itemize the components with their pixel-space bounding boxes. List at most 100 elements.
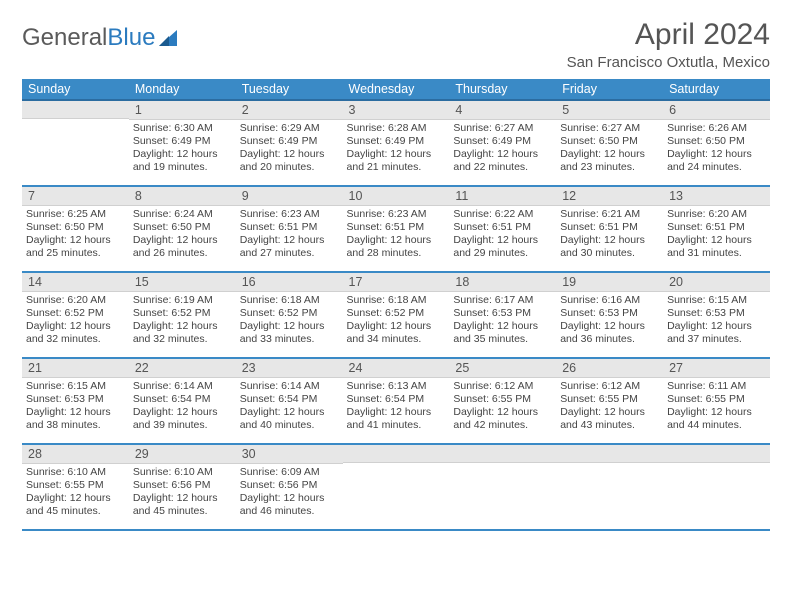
day-number: 14 xyxy=(22,273,129,292)
day-line: Sunrise: 6:23 AM xyxy=(240,208,339,221)
calendar-week-row: 28Sunrise: 6:10 AMSunset: 6:55 PMDayligh… xyxy=(22,444,770,530)
day-line: and 20 minutes. xyxy=(240,161,339,174)
day-line: Daylight: 12 hours xyxy=(667,406,766,419)
day-line: Daylight: 12 hours xyxy=(133,492,232,505)
day-number: 13 xyxy=(663,187,770,206)
day-line: Sunset: 6:50 PM xyxy=(26,221,125,234)
day-line: Sunset: 6:56 PM xyxy=(240,479,339,492)
day-line: and 38 minutes. xyxy=(26,419,125,432)
day-content: Sunrise: 6:21 AMSunset: 6:51 PMDaylight:… xyxy=(556,206,663,265)
title-block: April 2024 San Francisco Oxtutla, Mexico xyxy=(567,18,770,71)
day-line: Sunrise: 6:10 AM xyxy=(133,466,232,479)
day-number: 11 xyxy=(449,187,556,206)
dow-header: Monday xyxy=(129,79,236,100)
day-line: Sunrise: 6:28 AM xyxy=(347,122,446,135)
day-line: and 35 minutes. xyxy=(453,333,552,346)
day-content: Sunrise: 6:14 AMSunset: 6:54 PMDaylight:… xyxy=(129,378,236,437)
day-line: and 37 minutes. xyxy=(667,333,766,346)
day-line: Daylight: 12 hours xyxy=(133,406,232,419)
day-line: Daylight: 12 hours xyxy=(240,234,339,247)
day-number: 26 xyxy=(556,359,663,378)
day-content: Sunrise: 6:13 AMSunset: 6:54 PMDaylight:… xyxy=(343,378,450,437)
day-content: Sunrise: 6:18 AMSunset: 6:52 PMDaylight:… xyxy=(343,292,450,351)
day-line: Sunset: 6:54 PM xyxy=(240,393,339,406)
day-content: Sunrise: 6:19 AMSunset: 6:52 PMDaylight:… xyxy=(129,292,236,351)
day-line: Sunrise: 6:11 AM xyxy=(667,380,766,393)
day-number: 9 xyxy=(236,187,343,206)
day-line: and 45 minutes. xyxy=(26,505,125,518)
day-number: 28 xyxy=(22,445,129,464)
day-line: Sunrise: 6:16 AM xyxy=(560,294,659,307)
day-line: Daylight: 12 hours xyxy=(133,234,232,247)
day-line: and 23 minutes. xyxy=(560,161,659,174)
day-number: 8 xyxy=(129,187,236,206)
day-line: and 40 minutes. xyxy=(240,419,339,432)
logo-sail-icon xyxy=(157,28,179,48)
day-line: and 43 minutes. xyxy=(560,419,659,432)
calendar-day-cell: 7Sunrise: 6:25 AMSunset: 6:50 PMDaylight… xyxy=(22,186,129,272)
day-number: 25 xyxy=(449,359,556,378)
calendar-day-cell: 23Sunrise: 6:14 AMSunset: 6:54 PMDayligh… xyxy=(236,358,343,444)
calendar-day-cell xyxy=(449,444,556,530)
day-line: Sunset: 6:50 PM xyxy=(133,221,232,234)
logo: GeneralBlue xyxy=(22,18,179,52)
dow-header: Thursday xyxy=(449,79,556,100)
day-line: Daylight: 12 hours xyxy=(560,148,659,161)
day-line: Daylight: 12 hours xyxy=(347,148,446,161)
day-content: Sunrise: 6:23 AMSunset: 6:51 PMDaylight:… xyxy=(236,206,343,265)
day-line: Sunset: 6:53 PM xyxy=(560,307,659,320)
day-line: Daylight: 12 hours xyxy=(667,320,766,333)
day-number: 23 xyxy=(236,359,343,378)
day-line: Sunset: 6:52 PM xyxy=(133,307,232,320)
day-line: Daylight: 12 hours xyxy=(347,406,446,419)
calendar-week-row: 7Sunrise: 6:25 AMSunset: 6:50 PMDaylight… xyxy=(22,186,770,272)
day-line: Sunset: 6:51 PM xyxy=(667,221,766,234)
day-line: and 45 minutes. xyxy=(133,505,232,518)
day-line: Sunrise: 6:09 AM xyxy=(240,466,339,479)
day-number: 6 xyxy=(663,101,770,120)
calendar-day-cell: 9Sunrise: 6:23 AMSunset: 6:51 PMDaylight… xyxy=(236,186,343,272)
header: GeneralBlue April 2024 San Francisco Oxt… xyxy=(22,18,770,71)
calendar-table: Sunday Monday Tuesday Wednesday Thursday… xyxy=(22,79,770,531)
calendar-day-cell xyxy=(663,444,770,530)
day-content: Sunrise: 6:12 AMSunset: 6:55 PMDaylight:… xyxy=(449,378,556,437)
day-line: Sunrise: 6:25 AM xyxy=(26,208,125,221)
day-line: Sunset: 6:51 PM xyxy=(453,221,552,234)
day-line: and 28 minutes. xyxy=(347,247,446,260)
calendar-day-cell: 1Sunrise: 6:30 AMSunset: 6:49 PMDaylight… xyxy=(129,100,236,186)
calendar-day-cell xyxy=(343,444,450,530)
day-content: Sunrise: 6:26 AMSunset: 6:50 PMDaylight:… xyxy=(663,120,770,179)
day-number: 12 xyxy=(556,187,663,206)
day-line: and 25 minutes. xyxy=(26,247,125,260)
day-content: Sunrise: 6:15 AMSunset: 6:53 PMDaylight:… xyxy=(663,292,770,351)
calendar-day-cell: 28Sunrise: 6:10 AMSunset: 6:55 PMDayligh… xyxy=(22,444,129,530)
day-line: Sunset: 6:54 PM xyxy=(133,393,232,406)
day-number: 24 xyxy=(343,359,450,378)
day-content: Sunrise: 6:16 AMSunset: 6:53 PMDaylight:… xyxy=(556,292,663,351)
day-line: Sunrise: 6:19 AM xyxy=(133,294,232,307)
day-line: and 29 minutes. xyxy=(453,247,552,260)
logo-text-1: General xyxy=(22,24,107,52)
day-number: 15 xyxy=(129,273,236,292)
day-line: Sunrise: 6:12 AM xyxy=(453,380,552,393)
calendar-day-cell xyxy=(556,444,663,530)
calendar-header-row: Sunday Monday Tuesday Wednesday Thursday… xyxy=(22,79,770,100)
day-line: Sunset: 6:49 PM xyxy=(347,135,446,148)
day-line: Sunset: 6:51 PM xyxy=(240,221,339,234)
calendar-day-cell: 2Sunrise: 6:29 AMSunset: 6:49 PMDaylight… xyxy=(236,100,343,186)
day-line: and 21 minutes. xyxy=(347,161,446,174)
day-content: Sunrise: 6:27 AMSunset: 6:50 PMDaylight:… xyxy=(556,120,663,179)
calendar-day-cell: 6Sunrise: 6:26 AMSunset: 6:50 PMDaylight… xyxy=(663,100,770,186)
day-line: Daylight: 12 hours xyxy=(26,492,125,505)
day-line: Sunrise: 6:17 AM xyxy=(453,294,552,307)
calendar-week-row: 14Sunrise: 6:20 AMSunset: 6:52 PMDayligh… xyxy=(22,272,770,358)
day-line: Daylight: 12 hours xyxy=(240,320,339,333)
day-content: Sunrise: 6:22 AMSunset: 6:51 PMDaylight:… xyxy=(449,206,556,265)
day-line: Sunset: 6:53 PM xyxy=(667,307,766,320)
calendar-day-cell: 27Sunrise: 6:11 AMSunset: 6:55 PMDayligh… xyxy=(663,358,770,444)
day-number: 27 xyxy=(663,359,770,378)
day-line: Daylight: 12 hours xyxy=(667,234,766,247)
day-line: and 32 minutes. xyxy=(133,333,232,346)
day-content: Sunrise: 6:24 AMSunset: 6:50 PMDaylight:… xyxy=(129,206,236,265)
day-line: Sunrise: 6:14 AM xyxy=(133,380,232,393)
